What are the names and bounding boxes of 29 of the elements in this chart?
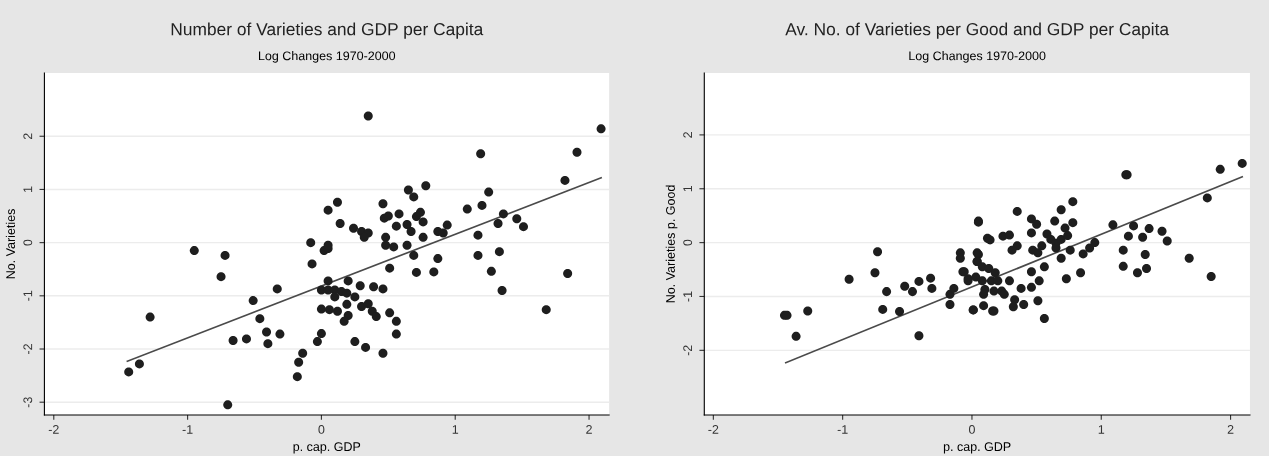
y-tick-label: -2: [683, 345, 692, 356]
y-tick-label: 0: [683, 239, 693, 246]
y-tick-label: 2: [683, 132, 692, 138]
x-tick-label: 0: [968, 425, 975, 434]
x-tick-label: 1: [452, 425, 459, 434]
x-tick-label: 1: [1098, 425, 1105, 434]
chart-title: Av. No. of Varieties per Good and GDP per Capita: [785, 22, 1170, 39]
y-tick-label: -2: [23, 344, 33, 355]
x-tick-label: 2: [586, 425, 592, 434]
x-tick-label: -1: [837, 425, 848, 434]
y-axis-title: No. Varieties: [5, 209, 16, 279]
x-axis-title: p. cap. GDP: [293, 442, 361, 454]
chart-title: Number of Varieties and GDP per Capita: [171, 22, 484, 39]
x-tick-label: 0: [318, 425, 325, 434]
x-tick-label: 2: [1227, 425, 1234, 434]
x-tick-label: -2: [708, 425, 719, 434]
y-tick-label: 1: [23, 186, 33, 192]
y-tick-label: 2: [23, 133, 33, 140]
x-tick-label: -2: [48, 425, 59, 434]
x-axis-title: p. cap. GDP: [943, 442, 1011, 454]
y-tick-label: -3: [23, 397, 33, 408]
y-tick-label: 0: [23, 239, 33, 246]
y-axis-title: No. Varieties p. Good: [665, 185, 678, 303]
x-tick-label: -1: [182, 425, 193, 434]
chart-subtitle: Log Changes 1970-2000: [909, 51, 1046, 63]
y-tick-label: -1: [683, 291, 692, 302]
chart-subtitle: Log Changes 1970-2000: [258, 51, 396, 63]
y-tick-label: -1: [23, 290, 33, 301]
y-tick-label: 1: [683, 185, 692, 192]
